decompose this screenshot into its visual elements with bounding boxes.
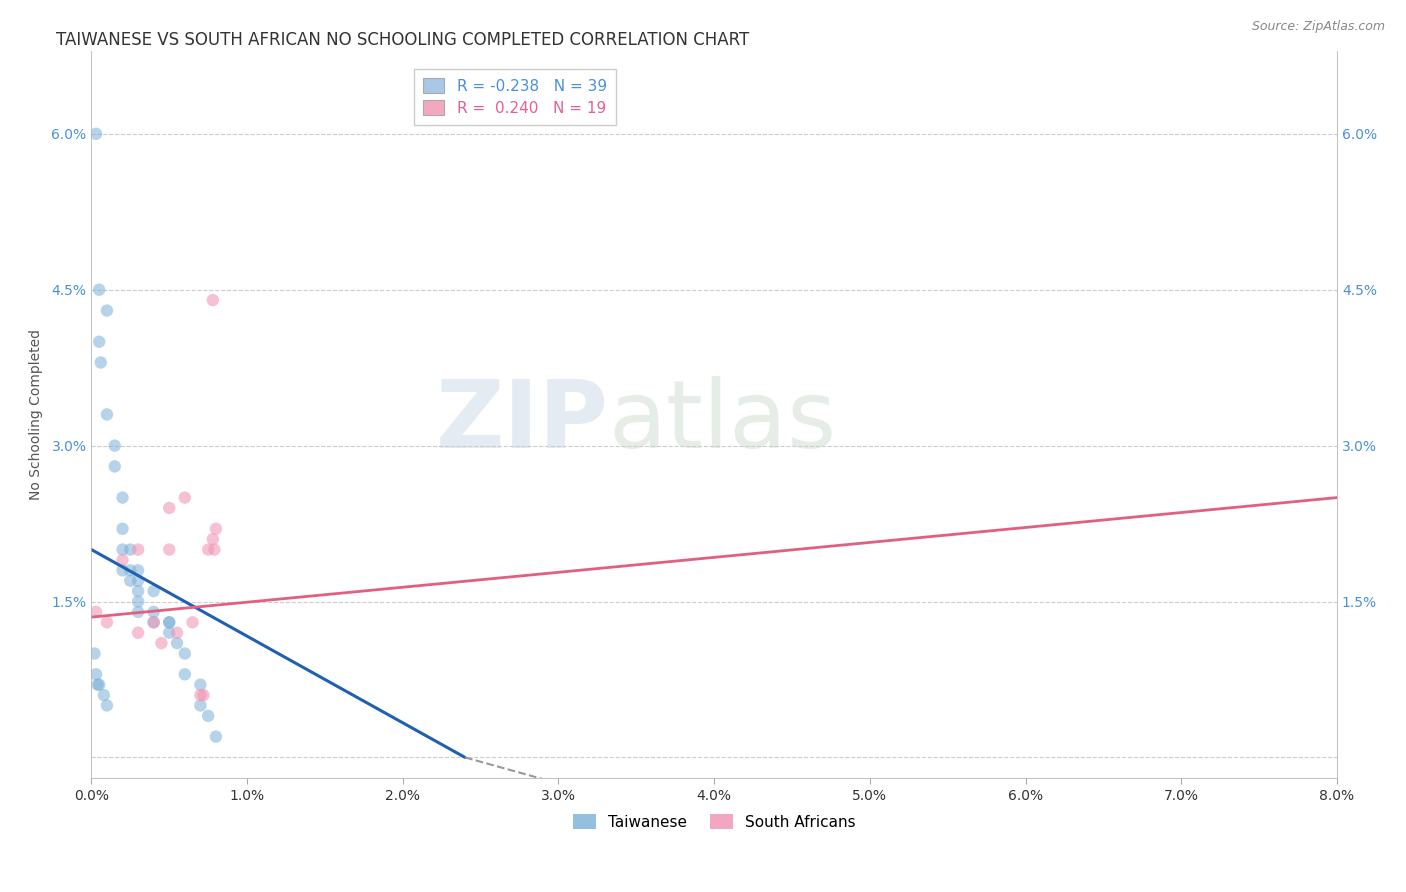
Point [202, 542, 225, 557]
Point [84, 667, 107, 681]
Point [157, 615, 180, 630]
Point [127, 574, 149, 588]
Point [120, 542, 142, 557]
Point [127, 584, 149, 599]
Point [96, 615, 118, 630]
Point [90, 355, 112, 369]
Point [83, 647, 105, 661]
Point [86, 678, 108, 692]
Point [111, 491, 134, 505]
Point [193, 688, 215, 702]
Text: Source: ZipAtlas.com: Source: ZipAtlas.com [1251, 20, 1385, 33]
Point [111, 553, 134, 567]
Point [190, 688, 212, 702]
Point [205, 522, 228, 536]
Point [197, 542, 219, 557]
Point [111, 522, 134, 536]
Point [96, 698, 118, 713]
Point [84, 605, 107, 619]
Point [104, 459, 127, 474]
Text: ZIP: ZIP [436, 376, 609, 467]
Y-axis label: No Schooling Completed: No Schooling Completed [30, 329, 44, 500]
Text: atlas: atlas [609, 376, 837, 467]
Point [127, 605, 149, 619]
Legend: Taiwanese, South Africans: Taiwanese, South Africans [567, 808, 862, 836]
Point [142, 584, 165, 599]
Point [201, 293, 224, 307]
Point [157, 625, 180, 640]
Point [201, 532, 224, 546]
Point [120, 563, 142, 577]
Point [166, 636, 188, 650]
Point [96, 408, 118, 422]
Point [142, 615, 165, 630]
Point [127, 542, 149, 557]
Point [190, 698, 212, 713]
Point [157, 500, 180, 515]
Point [120, 574, 142, 588]
Point [190, 678, 212, 692]
Point [127, 563, 149, 577]
Point [111, 563, 134, 577]
Point [84, 127, 107, 141]
Point [96, 303, 118, 318]
Point [127, 625, 149, 640]
Point [127, 594, 149, 608]
Point [93, 688, 115, 702]
Point [104, 439, 127, 453]
Point [197, 709, 219, 723]
Point [142, 615, 165, 630]
Point [173, 647, 195, 661]
Point [142, 605, 165, 619]
Point [89, 334, 111, 349]
Point [89, 678, 111, 692]
Text: TAIWANESE VS SOUTH AFRICAN NO SCHOOLING COMPLETED CORRELATION CHART: TAIWANESE VS SOUTH AFRICAN NO SCHOOLING … [56, 31, 749, 49]
Point [157, 615, 180, 630]
Point [173, 667, 195, 681]
Point [166, 625, 188, 640]
Point [205, 730, 228, 744]
Point [111, 542, 134, 557]
Point [150, 636, 173, 650]
Point [173, 491, 195, 505]
Point [181, 615, 204, 630]
Point [89, 283, 111, 297]
Point [157, 542, 180, 557]
